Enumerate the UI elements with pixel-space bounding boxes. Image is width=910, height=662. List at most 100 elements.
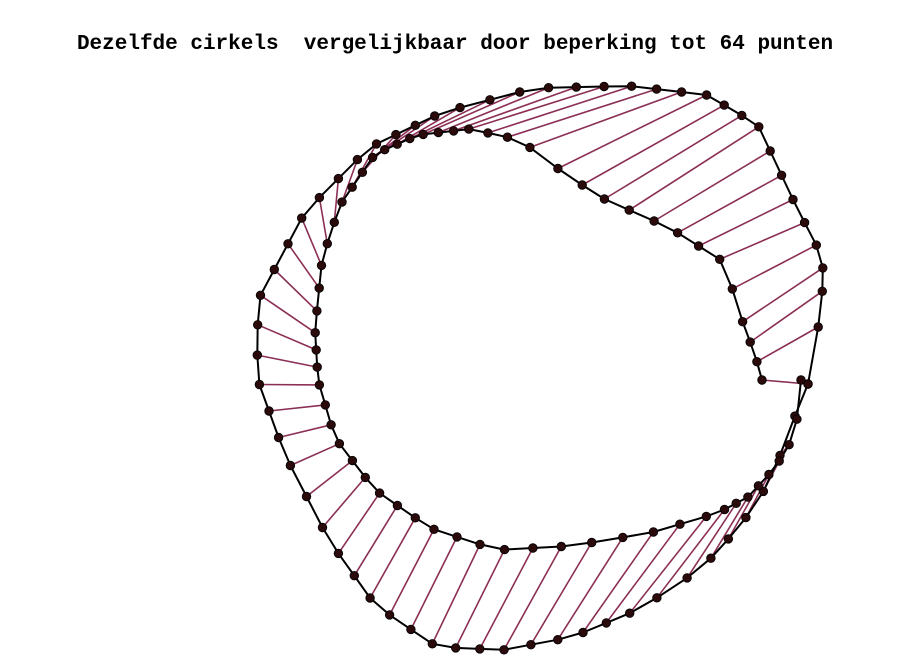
outer-point <box>410 120 421 131</box>
outer-point <box>799 217 810 228</box>
diagram-title: Dezelfde cirkels vergelijkbaar door bepe… <box>76 33 834 56</box>
outer-point <box>741 512 751 523</box>
outer-point <box>255 290 266 301</box>
inner-point <box>737 317 748 327</box>
connector-line <box>749 290 823 343</box>
outer-point <box>626 81 637 91</box>
outer-point <box>269 264 280 275</box>
inner-point <box>528 543 538 553</box>
outer-point <box>297 213 307 223</box>
inner-point <box>796 375 806 385</box>
outer-point <box>682 573 692 583</box>
inner-point <box>693 241 704 251</box>
inner-point <box>731 498 741 509</box>
outer-point <box>333 548 344 559</box>
outer-point <box>803 379 813 389</box>
outer-point <box>391 129 401 140</box>
outer-point <box>571 82 582 92</box>
connector-line <box>653 150 771 222</box>
inner-point <box>347 455 358 466</box>
inner-point <box>599 194 610 204</box>
outer-point <box>515 87 525 97</box>
connector-line <box>727 485 760 540</box>
inner-point <box>752 357 762 367</box>
inner-point <box>715 254 725 264</box>
outer-point <box>719 100 729 110</box>
outer-point <box>301 491 312 502</box>
outer-point <box>652 593 662 603</box>
connector-line <box>353 505 399 577</box>
outer-point <box>578 627 588 638</box>
inner-point <box>464 124 474 134</box>
inner-point <box>334 439 345 449</box>
inner-point <box>727 284 738 294</box>
inner-point <box>337 197 347 207</box>
connector-line <box>686 502 737 579</box>
outer-point <box>817 286 828 297</box>
outer-point <box>406 624 416 635</box>
outer-point <box>818 263 828 273</box>
inner-point <box>320 400 331 410</box>
outer-point <box>754 122 764 132</box>
connector-line <box>290 442 340 467</box>
inner-point <box>764 469 774 480</box>
inner-point <box>672 228 683 238</box>
inner-point <box>418 129 428 140</box>
outer-point <box>599 81 609 92</box>
connector-line <box>468 85 605 130</box>
connector-line <box>300 217 323 266</box>
inner-point <box>322 238 333 249</box>
inner-point <box>753 481 764 491</box>
inner-point <box>380 144 390 155</box>
outer-point <box>317 522 328 533</box>
connector-line <box>557 536 624 641</box>
outer-point <box>526 640 536 650</box>
outer-point <box>451 643 461 653</box>
inner-point <box>314 283 324 293</box>
outer-point <box>485 95 495 105</box>
outer-point <box>384 610 395 620</box>
outer-point <box>427 639 438 649</box>
inner-point <box>452 532 462 542</box>
inner-point <box>314 380 325 390</box>
connector-line <box>337 492 381 554</box>
contour-points <box>252 81 828 655</box>
connector-line <box>268 404 326 412</box>
connector-line <box>388 528 435 616</box>
inner-point <box>360 472 371 483</box>
connector-line <box>603 114 743 200</box>
connector-line <box>278 424 332 439</box>
inner-point <box>743 492 753 502</box>
outer-point <box>706 553 716 563</box>
outer-point <box>499 645 509 655</box>
inner-point <box>429 524 439 535</box>
connector-line <box>677 174 782 234</box>
inner-point <box>475 539 485 550</box>
connector-line <box>756 326 819 363</box>
connector-line <box>410 536 458 630</box>
connector-line <box>257 354 318 368</box>
outer-point <box>813 322 823 332</box>
inner-point <box>624 205 634 215</box>
inner-point <box>405 133 415 144</box>
outer-point <box>651 84 662 94</box>
connector-line <box>530 542 593 646</box>
connector-line <box>479 547 534 650</box>
outer-point <box>352 154 363 165</box>
outer-point <box>811 240 822 250</box>
inner-point <box>499 544 510 555</box>
connector-line <box>333 178 340 223</box>
connector-line <box>503 546 562 651</box>
outer-point <box>601 618 612 628</box>
connector-line <box>557 94 707 170</box>
outer-point <box>371 139 382 149</box>
outer-point <box>253 320 263 330</box>
inner-point <box>410 513 421 523</box>
outer-point <box>455 102 465 113</box>
connector-line <box>529 91 682 149</box>
inner-point <box>757 375 767 385</box>
inner-point <box>347 182 357 192</box>
inner-point <box>312 306 322 316</box>
inner-point <box>310 328 320 338</box>
